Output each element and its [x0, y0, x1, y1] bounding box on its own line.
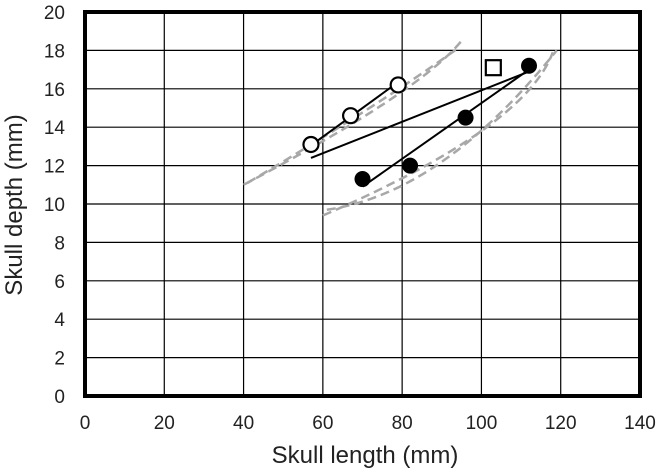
x-tick-label: 140 — [624, 413, 656, 434]
open-square-point — [484, 59, 502, 77]
tick-labels: 0 20 40 60 80 100 120 140 0 2 4 6 8 10 12 14 16 18 20 — [44, 3, 656, 434]
y-tick-label: 0 — [54, 387, 65, 408]
y-tick-label: 8 — [54, 233, 65, 254]
plot-frame — [83, 10, 642, 398]
y-tick-label: 14 — [44, 118, 66, 139]
x-tick-label: 20 — [154, 413, 175, 434]
filled-circle-point — [402, 157, 419, 174]
y-tick-label: 4 — [54, 310, 65, 331]
x-axis-title: Skull length (mm) — [272, 442, 459, 469]
x-tick-label: 100 — [466, 413, 498, 434]
trend-line — [310, 70, 530, 159]
y-tick-label: 6 — [54, 272, 65, 293]
x-tick-label: 60 — [312, 413, 333, 434]
open-circle-point — [389, 76, 407, 94]
x-tick-label: 40 — [233, 413, 254, 434]
x-tick-label: 0 — [80, 413, 91, 434]
y-tick-label: 16 — [44, 80, 65, 101]
x-tick-label: 120 — [545, 413, 577, 434]
y-tick-label: 2 — [54, 349, 65, 370]
filled-circle-point — [521, 57, 537, 74]
y-tick-label: 18 — [44, 41, 65, 62]
filled-circle-point — [457, 109, 474, 126]
filled-circle-point — [354, 171, 371, 188]
plot-border — [83, 10, 642, 398]
ellipse-dashed-curve — [246, 47, 459, 184]
y-tick-label: 10 — [44, 195, 65, 216]
y-axis-title: Skull depth (mm) — [1, 114, 28, 295]
data-points — [302, 57, 537, 188]
ellipse-dashed-curve — [326, 49, 558, 211]
x-tick-label: 80 — [392, 413, 413, 434]
confidence-ellipses — [242, 40, 558, 217]
y-tick-label: 20 — [44, 3, 65, 24]
y-tick-label: 12 — [44, 157, 65, 178]
trend-line — [361, 68, 530, 188]
open-circle-point — [342, 107, 360, 125]
grid — [84, 11, 641, 397]
open-circle-point — [302, 135, 320, 154]
